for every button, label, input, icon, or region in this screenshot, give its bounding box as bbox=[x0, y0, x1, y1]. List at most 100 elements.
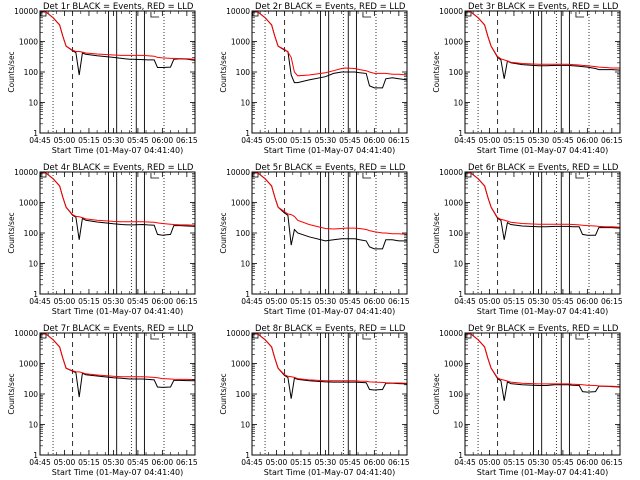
x-tick-label: 05:30 bbox=[528, 458, 550, 467]
y-tick-label: 1000 bbox=[19, 199, 38, 208]
y-axis-label: Counts/sec bbox=[219, 373, 228, 414]
x-tick-label: 06:00 bbox=[152, 458, 174, 467]
x-tick-label: 06:00 bbox=[577, 297, 599, 306]
panel-det-4: Det 4r BLACK = Events, RED = LLD 1 10 100 10… bbox=[7, 163, 198, 316]
y-tick-label: 10 bbox=[453, 260, 463, 269]
y-tick-label: 10 bbox=[240, 421, 250, 430]
y-tick-label: 10000 bbox=[226, 329, 250, 338]
y-axis-label: Counts/sec bbox=[7, 212, 16, 253]
y-tick-label: 1 bbox=[458, 451, 463, 460]
y-tick-label: 10000 bbox=[439, 168, 463, 177]
y-axis-label: Counts/sec bbox=[432, 212, 441, 253]
panel-det-1: Det 1r BLACK = Events, RED = LLD 1 10 100 10… bbox=[7, 2, 198, 155]
series-events-line bbox=[465, 333, 620, 401]
y-tick-label: 1000 bbox=[444, 38, 463, 47]
x-axis-label: Start Time (01-May-07 04:41:40) bbox=[477, 146, 608, 155]
y-tick-label: 10000 bbox=[14, 7, 38, 16]
y-tick-label: 1000 bbox=[444, 199, 463, 208]
plot-frame bbox=[464, 332, 621, 456]
y-tick-label: 10000 bbox=[14, 329, 38, 338]
x-tick-label: 05:00 bbox=[54, 297, 76, 306]
x-axis-label: Start Time (01-May-07 04:41:40) bbox=[264, 146, 395, 155]
panel-det-8: Det 8r BLACK = Events, RED = LLD 1 10 100 10… bbox=[219, 324, 410, 477]
panel-title: Det 4r BLACK = Events, RED = LLD bbox=[43, 163, 194, 173]
y-tick-label: 10000 bbox=[226, 7, 250, 16]
x-tick-label: 05:00 bbox=[479, 297, 501, 306]
y-tick-label: 1000 bbox=[19, 38, 38, 47]
panel-title: Det 8r BLACK = Events, RED = LLD bbox=[255, 324, 406, 334]
x-tick-label: 05:30 bbox=[103, 458, 125, 467]
y-tick-label: 10000 bbox=[14, 168, 38, 177]
x-tick-label: 05:30 bbox=[315, 136, 337, 145]
y-tick-label: 100 bbox=[449, 390, 464, 399]
x-tick-label: 05:15 bbox=[290, 136, 312, 145]
series-events-line bbox=[465, 172, 620, 240]
x-tick-label: 05:00 bbox=[266, 136, 288, 145]
x-tick-label: 04:45 bbox=[454, 297, 476, 306]
series-events-line bbox=[40, 172, 195, 240]
x-tick-label: 05:30 bbox=[528, 136, 550, 145]
panel-title: Det 1r BLACK = Events, RED = LLD bbox=[43, 2, 194, 12]
y-axis-label: Counts/sec bbox=[7, 373, 16, 414]
y-tick-label: 1 bbox=[245, 290, 250, 299]
y-tick-label: 1000 bbox=[231, 360, 250, 369]
y-tick-label: 1 bbox=[33, 129, 38, 138]
x-tick-label: 06:00 bbox=[577, 136, 599, 145]
x-tick-label: 05:15 bbox=[290, 297, 312, 306]
y-tick-label: 10 bbox=[240, 99, 250, 108]
x-tick-label: 06:15 bbox=[388, 458, 410, 467]
x-tick-label: 05:00 bbox=[479, 458, 501, 467]
end-flag bbox=[575, 173, 585, 179]
x-axis-label: Start Time (01-May-07 04:41:40) bbox=[264, 468, 395, 477]
y-tick-label: 100 bbox=[449, 68, 464, 77]
y-tick-label: 100 bbox=[236, 390, 251, 399]
series-lld-line bbox=[252, 172, 407, 235]
y-tick-label: 1 bbox=[33, 451, 38, 460]
y-tick-label: 1 bbox=[245, 129, 250, 138]
panel-det-2: Det 2r BLACK = Events, RED = LLD 1 10 100 10… bbox=[219, 2, 410, 155]
end-flag bbox=[150, 334, 160, 340]
x-tick-label: 05:45 bbox=[552, 136, 574, 145]
y-tick-label: 100 bbox=[24, 390, 39, 399]
panel-title: Det 5r BLACK = Events, RED = LLD bbox=[255, 163, 406, 173]
x-tick-label: 05:15 bbox=[503, 297, 525, 306]
y-tick-label: 100 bbox=[236, 229, 251, 238]
x-tick-label: 05:30 bbox=[315, 297, 337, 306]
panel-title: Det 3r BLACK = Events, RED = LLD bbox=[468, 2, 619, 12]
x-tick-label: 05:15 bbox=[78, 297, 100, 306]
series-events-line bbox=[252, 172, 407, 250]
y-tick-label: 1000 bbox=[231, 38, 250, 47]
panel-det-6: Det 6r BLACK = Events, RED = LLD 1 10 100 10… bbox=[432, 163, 623, 316]
x-axis-label: Start Time (01-May-07 04:41:40) bbox=[477, 468, 608, 477]
y-tick-label: 10 bbox=[453, 99, 463, 108]
x-tick-label: 04:45 bbox=[454, 458, 476, 467]
x-tick-label: 05:30 bbox=[528, 297, 550, 306]
series-lld-line bbox=[252, 333, 407, 384]
panel-title: Det 2r BLACK = Events, RED = LLD bbox=[255, 2, 406, 12]
plot-frame bbox=[39, 332, 196, 456]
x-tick-label: 05:00 bbox=[266, 297, 288, 306]
y-tick-label: 100 bbox=[236, 68, 251, 77]
end-flag bbox=[362, 334, 372, 340]
series-lld-line bbox=[40, 11, 195, 60]
end-flag bbox=[362, 12, 372, 18]
x-axis-label: Start Time (01-May-07 04:41:40) bbox=[52, 146, 183, 155]
x-tick-label: 06:00 bbox=[577, 458, 599, 467]
panel-det-9: Det 9r BLACK = Events, RED = LLD 1 10 100 10… bbox=[432, 324, 623, 477]
x-tick-label: 05:45 bbox=[552, 458, 574, 467]
panel-title: Det 6r BLACK = Events, RED = LLD bbox=[468, 163, 619, 173]
x-tick-label: 06:00 bbox=[364, 458, 386, 467]
x-tick-label: 06:15 bbox=[601, 458, 623, 467]
series-lld-line bbox=[40, 333, 195, 381]
end-flag bbox=[150, 173, 160, 179]
x-tick-label: 05:45 bbox=[127, 458, 149, 467]
y-tick-label: 1000 bbox=[231, 199, 250, 208]
x-tick-label: 06:00 bbox=[152, 136, 174, 145]
plot-frame bbox=[39, 10, 196, 134]
series-events-line bbox=[465, 11, 620, 79]
x-tick-label: 04:45 bbox=[29, 458, 51, 467]
end-flag bbox=[575, 12, 585, 18]
x-tick-label: 06:15 bbox=[601, 136, 623, 145]
y-tick-label: 1 bbox=[245, 451, 250, 460]
